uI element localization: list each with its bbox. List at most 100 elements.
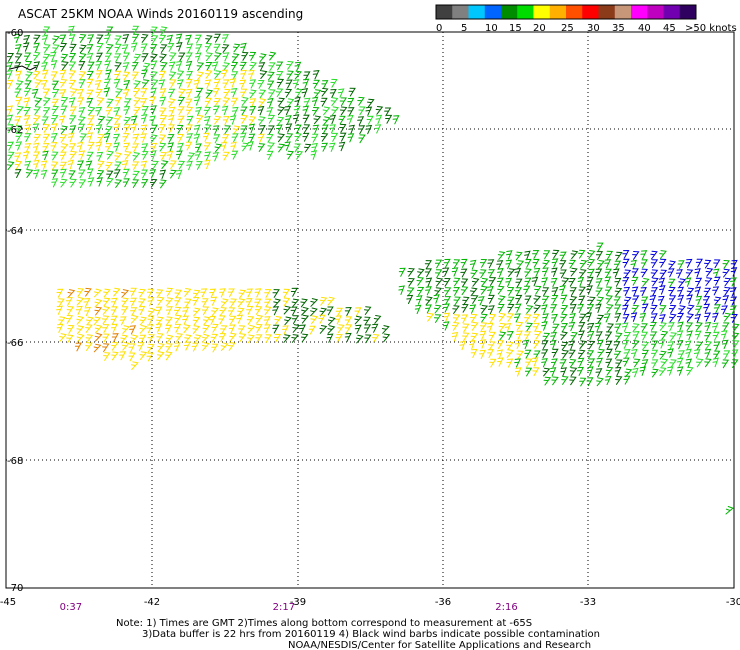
wind-barb [14, 168, 22, 178]
wind-barb [613, 296, 621, 306]
wind-barb [74, 342, 82, 352]
wind-barb [114, 35, 122, 45]
wind-barb [267, 125, 275, 135]
wind-barb [469, 304, 477, 314]
wind-barb [470, 287, 478, 297]
wind-barb [122, 168, 130, 178]
wind-barb [122, 133, 130, 142]
wind-barb [659, 258, 667, 268]
wind-barb [461, 304, 469, 313]
wind-barb [169, 160, 177, 169]
wind-barb [165, 287, 174, 297]
wind-barb [294, 132, 302, 142]
wind-barb [339, 132, 347, 142]
wind-barb [211, 61, 219, 71]
wind-barb [212, 87, 220, 97]
wind-barb [159, 179, 167, 189]
wind-barb [460, 286, 469, 296]
wind-barb [183, 288, 192, 297]
wind-barb [93, 316, 102, 326]
wind-barb [120, 334, 129, 344]
wind-barb [704, 277, 713, 286]
wind-barb [516, 350, 524, 360]
legend-swatch [614, 5, 632, 19]
wind-barb [577, 357, 585, 367]
wind-barb [515, 278, 523, 288]
wind-barb [40, 169, 48, 180]
wind-barb [105, 143, 113, 152]
wind-barb [586, 276, 594, 286]
wind-barb [641, 359, 649, 369]
wind-barb [551, 287, 559, 297]
wind-barb [42, 142, 50, 152]
wind-barb [56, 305, 64, 315]
wind-barb [631, 268, 639, 278]
wind-barb [542, 267, 549, 277]
wind-barb [354, 324, 362, 334]
wind-barb [604, 259, 612, 269]
wind-barb [257, 105, 265, 116]
wind-barb [264, 298, 272, 308]
wind-barb [114, 62, 122, 71]
wind-barb [59, 178, 68, 188]
wind-barb [267, 80, 275, 90]
wind-barb [258, 116, 266, 126]
wind-barb [213, 43, 221, 53]
wind-barb [588, 358, 596, 368]
wind-barb [249, 61, 258, 71]
wind-barb [615, 251, 623, 261]
wind-barb [219, 333, 227, 342]
wind-barb [236, 314, 244, 324]
wind-barb [187, 152, 196, 162]
wind-barb [141, 69, 148, 79]
wind-barb [24, 160, 32, 170]
wind-barb [114, 179, 123, 188]
wind-barb [14, 160, 23, 170]
wind-barb [177, 115, 185, 125]
wind-barb [730, 305, 737, 315]
wind-barb [452, 286, 460, 296]
wind-barb [452, 259, 461, 268]
wind-barb [129, 325, 137, 335]
wind-barb [532, 322, 540, 332]
wind-barb [650, 250, 658, 260]
wind-barb [195, 44, 203, 54]
wind-barb [195, 143, 202, 153]
wind-barb [76, 316, 85, 325]
wind-barb [524, 250, 531, 261]
wind-barb [220, 325, 228, 335]
wind-barb [59, 161, 67, 171]
legend-swatch [533, 5, 551, 19]
legend-swatch [517, 5, 534, 19]
wind-barb [14, 125, 23, 134]
wind-barb [255, 314, 264, 324]
wind-barb [632, 340, 640, 349]
wind-barb [257, 143, 266, 152]
wind-barb [488, 277, 497, 286]
wind-barb [668, 260, 677, 270]
wind-barb [249, 98, 257, 108]
wind-barb [254, 306, 263, 315]
wind-barb [131, 62, 139, 71]
wind-barb [578, 295, 586, 305]
wind-barb [552, 323, 560, 333]
wind-barb [541, 358, 548, 368]
wind-barb [51, 98, 59, 108]
wind-barb [67, 289, 76, 298]
wind-barb [131, 179, 140, 188]
wind-barb [364, 334, 372, 344]
wind-barb [339, 97, 347, 107]
wind-barb [277, 97, 286, 107]
wind-barb [210, 333, 219, 343]
wind-barb [212, 151, 220, 162]
wind-barb [201, 298, 209, 307]
wind-barb [132, 33, 140, 43]
wind-barb [139, 316, 148, 326]
wind-barb [487, 269, 495, 278]
wind-barb [543, 250, 551, 259]
wind-barb [321, 142, 329, 152]
wind-barb [176, 70, 185, 80]
wind-barb [704, 332, 712, 341]
wind-barb [155, 323, 163, 333]
wind-barb [96, 34, 104, 44]
